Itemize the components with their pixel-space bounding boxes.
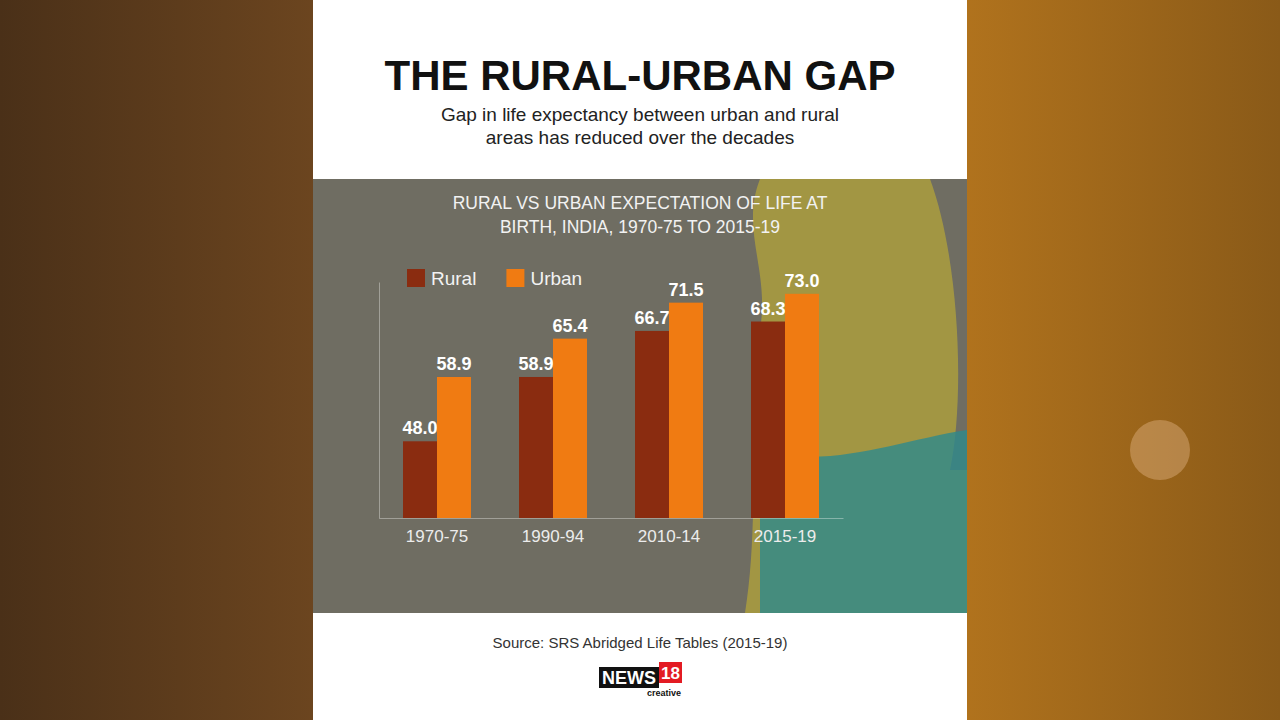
data-label: 58.9	[436, 354, 471, 374]
y-axis-line	[379, 283, 380, 519]
data-label: 71.5	[668, 280, 703, 300]
bar	[635, 331, 669, 518]
bar	[785, 294, 819, 518]
background	[0, 0, 1280, 720]
x-tick: 2015-19	[754, 518, 816, 546]
legend-label: Rural	[431, 268, 476, 289]
logo-number: 18	[661, 664, 680, 683]
logo-box	[599, 667, 659, 688]
bar	[751, 322, 785, 518]
data-label: 66.7	[634, 308, 669, 328]
canvas: THE RURAL-URBAN GAP Gap in life expectanc…	[0, 0, 1280, 720]
subtitle: areas has reduced over the decades	[486, 127, 794, 148]
title: THE RURAL-URBAN GAP	[385, 52, 896, 99]
data-label: 65.4	[552, 316, 587, 336]
logo: NEWS 18 creative	[599, 662, 682, 698]
logo-box-red	[659, 662, 682, 683]
x-axis: 1970-75 1990-94 2010-14 2015-19	[380, 518, 844, 546]
legend-swatch	[407, 269, 425, 287]
photo-figure	[745, 179, 967, 613]
data-label: 73.0	[784, 271, 819, 291]
legend-label: Urban	[530, 268, 582, 289]
x-axis-line	[380, 518, 844, 519]
chart-title: BIRTH, INDIA, 1970-75 TO 2015-19	[500, 217, 780, 237]
x-tick-label: 2010-14	[638, 527, 700, 546]
x-tick-label: 2015-19	[754, 527, 816, 546]
data-label: 68.3	[750, 299, 785, 319]
bar	[519, 377, 553, 518]
logo-sub: creative	[647, 688, 681, 698]
legend-swatch	[506, 269, 524, 287]
chart-background	[313, 179, 967, 613]
x-tick-label: 1970-75	[406, 527, 468, 546]
bar	[553, 339, 587, 518]
subtitle: Gap in life expectancy between urban and…	[441, 104, 839, 125]
logo-text: NEWS	[602, 668, 656, 688]
source: Source: SRS Abridged Life Tables (2015-1…	[493, 634, 788, 651]
panel	[313, 0, 967, 720]
bar	[669, 303, 703, 518]
data-label: 58.9	[518, 354, 553, 374]
x-tick-label: 1990-94	[522, 527, 584, 546]
data-labels: 48.0 58.9 66.7 68.3 58.9 65.4 71.5 73.0	[402, 271, 819, 439]
x-tick: 2010-14	[638, 518, 700, 546]
x-tick: 1970-75	[406, 518, 468, 546]
data-label: 48.0	[402, 418, 437, 438]
legend: Rural Urban	[407, 268, 582, 289]
chart-title: RURAL VS URBAN EXPECTATION OF LIFE AT	[453, 193, 828, 213]
bar	[437, 377, 471, 518]
y-axis	[379, 283, 380, 519]
bar	[403, 441, 437, 518]
x-tick: 1990-94	[522, 518, 584, 546]
background-light	[1130, 420, 1190, 480]
bars	[403, 294, 819, 518]
